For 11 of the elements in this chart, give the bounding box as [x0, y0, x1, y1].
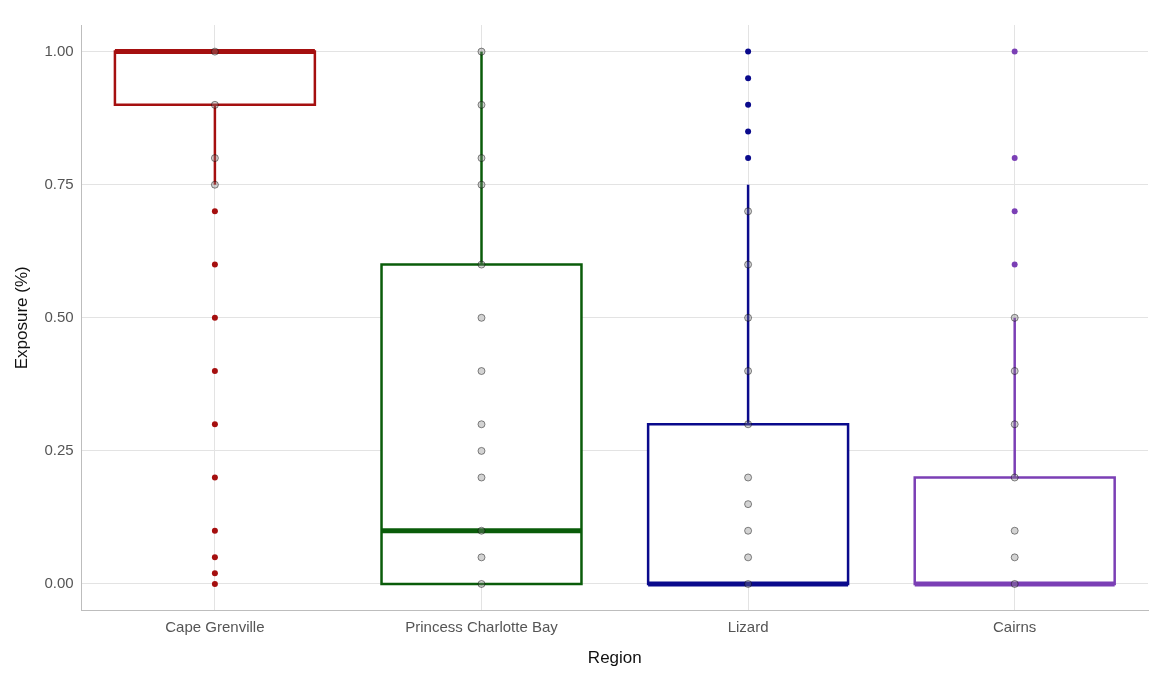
x-tick-label: Cape Grenville	[165, 617, 265, 635]
x-tick-label: Cairns	[993, 617, 1037, 635]
y-axis-title: Exposure (%)	[11, 266, 31, 370]
y-tick-label: 0.00	[44, 574, 74, 592]
y-tick-label: 1.00	[44, 41, 74, 59]
x-tick-label: Lizard	[727, 617, 769, 635]
x-axis-title: Region	[587, 648, 642, 668]
y-tick-label: 0.50	[44, 307, 74, 325]
x-tick-label: Princess Charlotte Bay	[405, 617, 559, 635]
y-tick-label: 0.75	[44, 174, 74, 192]
y-tick-label: 0.25	[44, 441, 74, 459]
